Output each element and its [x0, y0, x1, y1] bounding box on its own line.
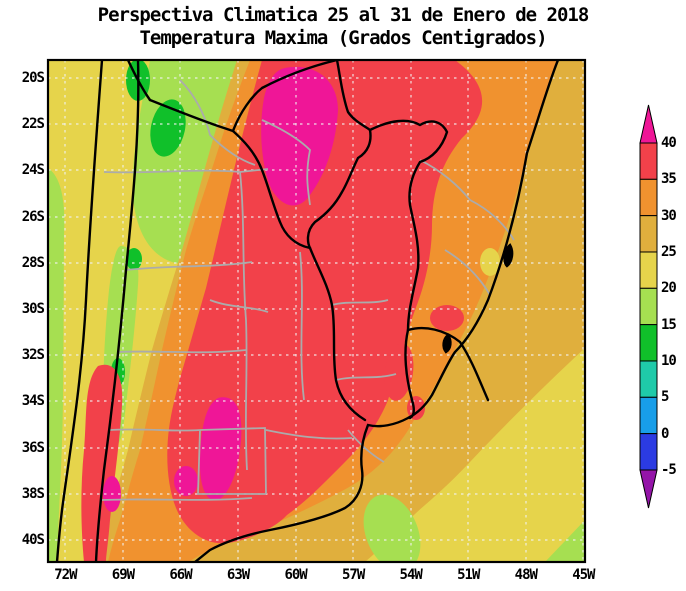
lon-tick-label-60W: 60W — [284, 567, 307, 583]
region-yellowgreen-corner — [545, 520, 585, 562]
province-borders — [101, 79, 515, 501]
colorbar-band-15to20 — [639, 287, 658, 326]
uruguay-north-border — [406, 326, 490, 402]
argentina-north-border — [148, 98, 235, 133]
paraguay-east-border — [306, 60, 372, 250]
lat-tick-label-24S: 24S — [21, 162, 45, 179]
paraguay-west-border — [231, 60, 339, 133]
colorbar-tick-label-5: 5 — [661, 389, 669, 406]
lat-tick-label-20S: 20S — [21, 70, 45, 86]
colorbar-tick-label-20: 20 — [661, 280, 677, 297]
colorbar-band-10to15 — [639, 324, 658, 362]
lagoon — [503, 243, 514, 268]
region-magenta-north — [261, 66, 338, 206]
lat-tick-label-26S: 26S — [21, 208, 45, 225]
lat-tick-label-32S: 32S — [21, 347, 45, 364]
lat-tick-label-34S: 34S — [21, 393, 45, 410]
region-yellowgreen-ocean — [363, 494, 421, 562]
lat-tick-label-28S: 28S — [21, 254, 45, 271]
lat-tick-label-36S: 36S — [21, 439, 45, 456]
parana-river — [308, 246, 367, 422]
brazil-atlantic-coast — [193, 60, 560, 562]
region-green-patch — [150, 99, 186, 157]
lat-tick-label-38S: 38S — [21, 485, 45, 502]
region-yellow-spot — [480, 248, 500, 276]
colorbar-band--5to0 — [639, 433, 658, 471]
chile-argentina-border — [94, 60, 140, 562]
map-frame — [46, 58, 587, 564]
colorbar-tick-label-40: 40 — [661, 135, 677, 151]
colorbar-band-25to30 — [639, 215, 658, 253]
paraguay-river — [231, 129, 312, 250]
colorbar-tick-label-0: 0 — [661, 425, 669, 442]
lon-tick-label-63W: 63W — [226, 567, 250, 583]
bolivia-chile-border — [126, 60, 152, 102]
colorbar-tick-label-10: 10 — [661, 352, 677, 369]
region-yellow-ocean — [370, 352, 585, 562]
colorbar-tick-label-30: 30 — [661, 207, 677, 224]
lon-tick-label-48W: 48W — [514, 567, 538, 583]
lon-tick-label-54W: 54W — [399, 567, 423, 583]
colorbar-band-20to25 — [639, 251, 658, 289]
colorbar-band-30to35 — [639, 178, 658, 217]
lon-tick-label-66W: 66W — [169, 567, 192, 583]
colorbar — [639, 104, 658, 509]
colorbar-tick-label--5: -5 — [661, 461, 677, 478]
colorbar-tick-label-35: 35 — [661, 171, 677, 188]
region-yellowgreen-coast — [48, 168, 65, 562]
colorbar-above-arrow — [639, 104, 658, 144]
lon-tick-label-69W: 69W — [111, 567, 135, 583]
lat-tick-label-40S: 40S — [21, 532, 45, 548]
region-magenta-lapampa — [199, 397, 242, 501]
chile-coastline — [55, 60, 104, 562]
colorbar-band-35to40 — [639, 142, 658, 180]
colorbar-below-arrow — [639, 469, 658, 509]
temperature-field — [48, 60, 585, 562]
lon-tick-label-72W: 72W — [54, 567, 77, 583]
region-green-patch — [126, 248, 142, 270]
region-magenta-spot — [174, 466, 198, 496]
colorbar-band-0to5 — [639, 396, 658, 435]
region-red-patch — [430, 305, 464, 331]
colorbar-tick-label-15: 15 — [661, 316, 677, 333]
lat-tick-label-30S: 30S — [21, 301, 45, 317]
lon-tick-label-57W: 57W — [341, 567, 365, 583]
map-title-line2: Temperatura Maxima (Grados Centigrados) — [139, 27, 547, 49]
lat-tick-label-22S: 22S — [21, 116, 45, 133]
country-borders — [55, 60, 560, 562]
colorbar-tick-label-25: 25 — [661, 243, 677, 260]
misiones-border — [368, 119, 449, 332]
map-title-line1: Perspectiva Climatica 25 al 31 de Enero … — [97, 4, 590, 26]
colorbar-band-5to10 — [639, 360, 658, 398]
lagoon-mirim — [442, 333, 452, 354]
lon-tick-label-51W: 51W — [457, 567, 480, 583]
lon-tick-label-45W: 45W — [572, 567, 595, 583]
